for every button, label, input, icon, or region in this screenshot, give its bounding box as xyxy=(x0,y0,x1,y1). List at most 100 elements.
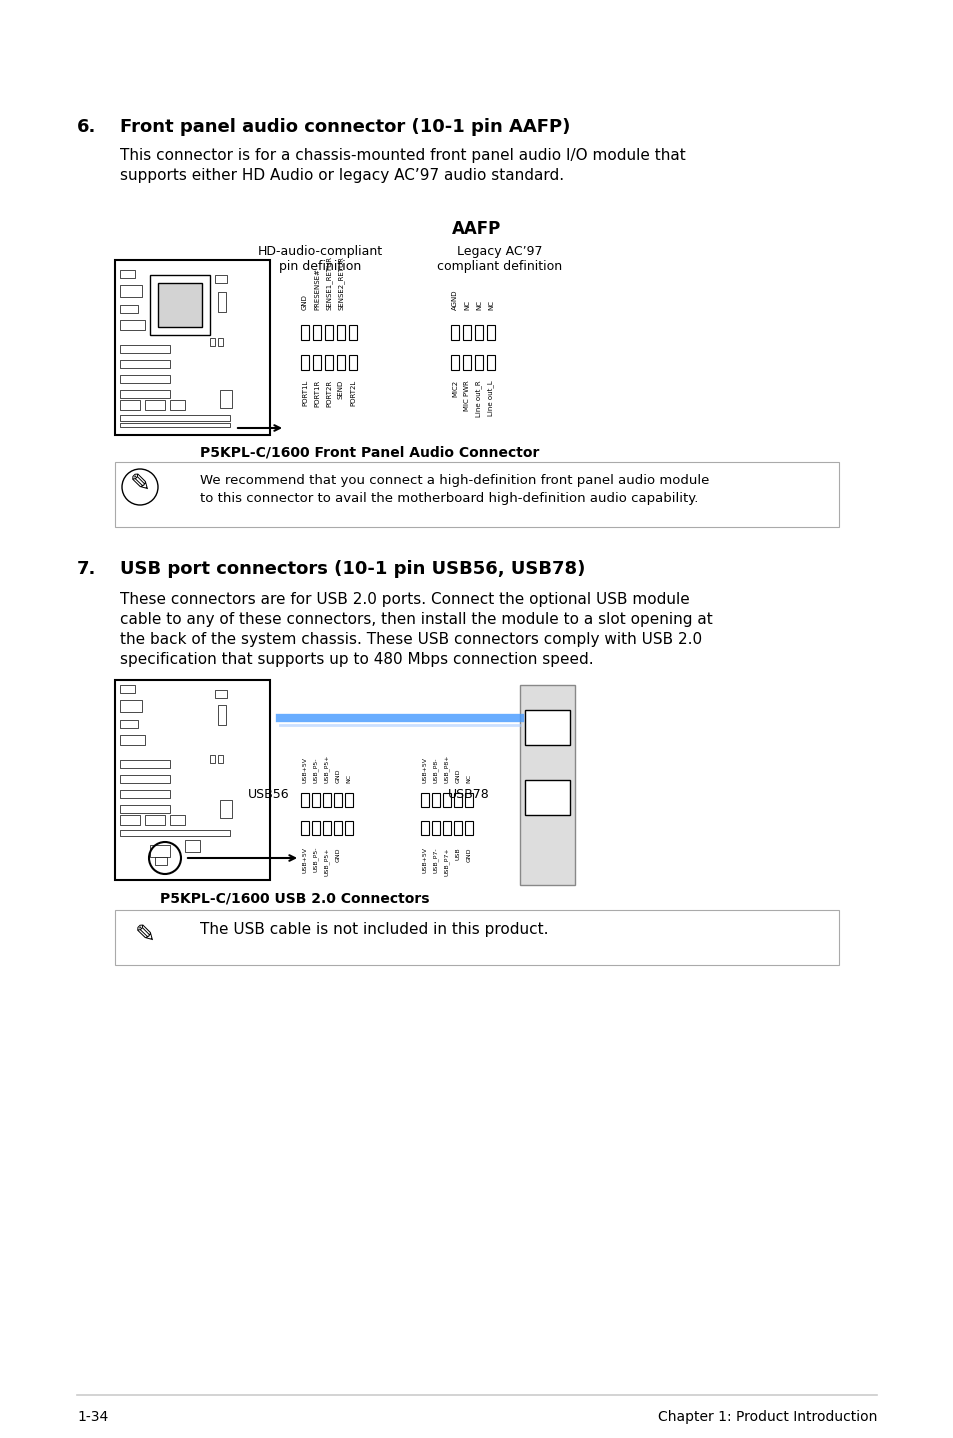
Bar xyxy=(325,325,333,339)
Bar xyxy=(120,390,170,398)
Bar xyxy=(120,815,140,825)
Bar xyxy=(334,821,341,835)
Bar xyxy=(313,355,320,370)
Bar xyxy=(464,792,473,807)
Bar xyxy=(210,755,214,764)
Bar xyxy=(524,779,569,815)
Bar xyxy=(120,720,138,728)
Bar xyxy=(454,821,461,835)
Bar xyxy=(462,355,471,370)
Bar xyxy=(218,705,226,725)
Text: The USB cable is not included in this product.: The USB cable is not included in this pr… xyxy=(200,922,548,938)
Bar xyxy=(120,775,170,784)
Bar xyxy=(312,792,319,807)
Text: specification that supports up to 480 Mbps connection speed.: specification that supports up to 480 Mb… xyxy=(120,651,593,667)
Text: MIC PWR: MIC PWR xyxy=(463,380,470,411)
Bar xyxy=(420,821,429,835)
Text: USB+5V: USB+5V xyxy=(302,756,307,784)
Bar xyxy=(475,325,482,339)
Text: 1-34: 1-34 xyxy=(77,1411,108,1424)
Bar xyxy=(301,792,309,807)
Bar xyxy=(442,792,451,807)
Bar xyxy=(120,375,170,383)
Bar xyxy=(334,792,341,807)
Bar xyxy=(145,400,165,410)
Bar xyxy=(170,400,185,410)
Text: NC: NC xyxy=(476,301,481,311)
Text: USB_P5-: USB_P5- xyxy=(313,847,318,873)
Bar xyxy=(120,761,170,768)
Bar xyxy=(120,305,138,313)
Text: ✎: ✎ xyxy=(130,472,151,496)
Bar xyxy=(115,910,838,965)
Text: NC: NC xyxy=(488,301,494,311)
Bar xyxy=(301,821,309,835)
Bar xyxy=(214,275,227,283)
Bar xyxy=(301,325,309,339)
Bar xyxy=(432,821,439,835)
Text: USB_P5-: USB_P5- xyxy=(313,758,318,784)
Bar xyxy=(120,416,230,421)
Bar xyxy=(120,830,230,835)
Text: GND: GND xyxy=(455,768,460,784)
Text: This connector is for a chassis-mounted front panel audio I/O module that: This connector is for a chassis-mounted … xyxy=(120,148,685,162)
Text: supports either HD Audio or legacy AC’97 audio standard.: supports either HD Audio or legacy AC’97… xyxy=(120,168,563,183)
Bar xyxy=(486,325,495,339)
Text: Front panel audio connector (10-1 pin AAFP): Front panel audio connector (10-1 pin AA… xyxy=(120,118,570,137)
Text: USB+5V: USB+5V xyxy=(302,847,307,873)
Text: USB port connectors (10-1 pin USB56, USB78): USB port connectors (10-1 pin USB56, USB… xyxy=(120,559,585,578)
Text: PRESENSE#: PRESENSE# xyxy=(314,267,319,311)
Text: AGND: AGND xyxy=(452,289,457,311)
Text: Line out_L: Line out_L xyxy=(487,380,494,416)
Bar xyxy=(120,700,142,712)
Bar xyxy=(336,355,345,370)
Text: These connectors are for USB 2.0 ports. Connect the optional USB module: These connectors are for USB 2.0 ports. … xyxy=(120,592,689,607)
Bar xyxy=(345,792,353,807)
Bar xyxy=(336,325,345,339)
Text: SENSE2_RETUR: SENSE2_RETUR xyxy=(337,256,344,311)
Bar xyxy=(170,815,185,825)
Text: GND: GND xyxy=(335,847,340,861)
Text: Legacy AC’97
compliant definition: Legacy AC’97 compliant definition xyxy=(437,244,562,273)
Text: GND: GND xyxy=(302,295,308,311)
Bar xyxy=(218,338,223,347)
Text: USB+5V: USB+5V xyxy=(422,847,427,873)
Bar xyxy=(120,789,170,798)
Text: We recommend that you connect a high-definition front panel audio module
to this: We recommend that you connect a high-def… xyxy=(200,475,709,505)
Bar xyxy=(120,270,135,278)
Bar xyxy=(218,292,226,312)
Bar xyxy=(432,792,439,807)
Bar xyxy=(313,325,320,339)
Bar xyxy=(345,821,353,835)
Bar xyxy=(451,325,458,339)
Bar xyxy=(442,821,451,835)
Bar xyxy=(218,755,223,764)
Bar xyxy=(301,355,309,370)
Bar xyxy=(120,735,145,745)
Text: USB_P8-: USB_P8- xyxy=(433,758,438,784)
Bar xyxy=(323,821,331,835)
Bar xyxy=(150,275,210,335)
Text: NC: NC xyxy=(346,774,351,784)
Bar xyxy=(420,792,429,807)
Text: USB56: USB56 xyxy=(248,788,290,801)
Bar xyxy=(115,680,270,880)
Text: HD-audio-compliant
pin definition: HD-audio-compliant pin definition xyxy=(257,244,382,273)
Text: Line out_R: Line out_R xyxy=(476,380,482,417)
Text: PORT2L: PORT2L xyxy=(350,380,355,407)
Bar xyxy=(325,355,333,370)
Text: P5KPL-C/1600 Front Panel Audio Connector: P5KPL-C/1600 Front Panel Audio Connector xyxy=(200,444,538,459)
Bar xyxy=(120,360,170,368)
Text: NC: NC xyxy=(466,774,471,784)
Bar xyxy=(454,792,461,807)
Bar xyxy=(115,462,838,526)
Bar xyxy=(120,684,135,693)
Text: USB+5V: USB+5V xyxy=(422,756,427,784)
Text: ✎: ✎ xyxy=(134,923,155,948)
Bar xyxy=(519,684,575,884)
Bar xyxy=(185,840,200,851)
Text: Chapter 1: Product Introduction: Chapter 1: Product Introduction xyxy=(657,1411,876,1424)
Bar xyxy=(475,355,482,370)
Text: USB_P7+: USB_P7+ xyxy=(444,847,450,876)
Bar xyxy=(154,857,167,866)
